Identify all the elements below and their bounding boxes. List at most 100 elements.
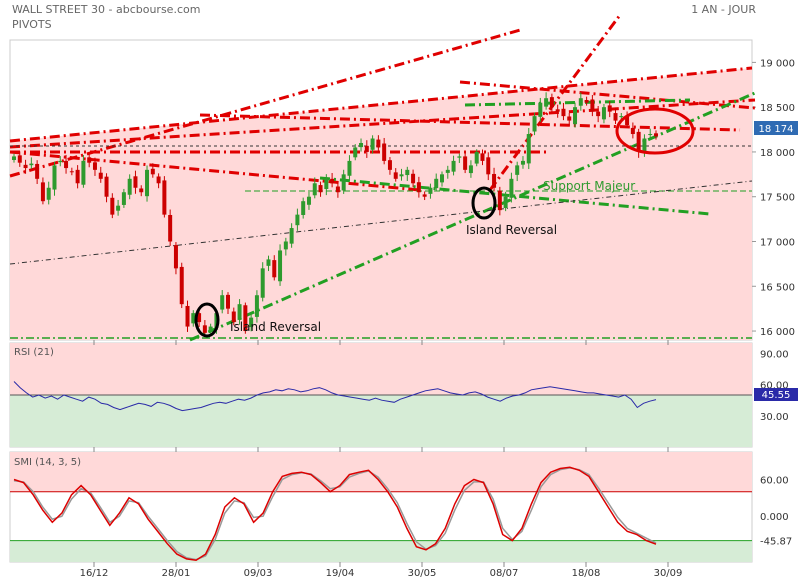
candle [480, 149, 485, 166]
candle [520, 156, 525, 169]
candle [121, 188, 126, 208]
smi-signal-line [13, 467, 657, 561]
candle [445, 165, 450, 179]
price-tick-label: 16 000 [760, 327, 795, 338]
smi-line [13, 466, 657, 561]
highlight-ellipse [615, 107, 695, 155]
candle [179, 262, 184, 309]
pivot-line [459, 80, 756, 110]
candle [283, 237, 288, 256]
candle [272, 255, 277, 281]
candle [555, 104, 560, 118]
candle [208, 323, 213, 336]
candle [301, 197, 306, 219]
pivot-line [464, 98, 691, 107]
candle [370, 135, 375, 154]
candle [567, 113, 572, 127]
candle [52, 161, 57, 196]
candle [312, 177, 317, 199]
candle [607, 100, 612, 118]
candle [359, 138, 364, 152]
candle [318, 181, 323, 197]
pivot-line [488, 14, 622, 191]
candle [75, 165, 80, 189]
smi-tick-label: 0.000 [760, 512, 789, 523]
candle [64, 154, 69, 174]
candle [515, 161, 520, 182]
price-tick-label: 18 500 [760, 103, 795, 114]
candles [12, 92, 658, 336]
chart-subtitle: PIVOTS [12, 18, 52, 31]
candle [440, 171, 444, 187]
candle [538, 97, 543, 122]
island-reversal-circle-1 [194, 302, 220, 338]
candle [486, 152, 491, 181]
candle [237, 299, 242, 325]
candle [544, 92, 549, 110]
price-gridlines [752, 61, 756, 332]
price-axis: 19 000 18 500 18 000 17 500 17 000 16 500 16 0… [760, 58, 795, 338]
annotation-island-reversal-2: Island Reversal [466, 223, 557, 237]
candle [625, 111, 630, 128]
x-tick-label: 18/08 [572, 568, 601, 579]
candle [497, 186, 502, 216]
candle [266, 255, 271, 272]
pivot-line [189, 91, 756, 342]
candle [549, 93, 554, 112]
annotation-island-reversal-1: Island Reversal [230, 320, 321, 334]
candle [463, 152, 468, 174]
candle [98, 166, 103, 183]
smi-zones [10, 452, 752, 562]
candle [127, 174, 132, 200]
candle [353, 144, 358, 161]
price-tick-label: 17 000 [760, 237, 795, 248]
candle [29, 157, 34, 169]
x-tick-label: 19/04 [326, 568, 355, 579]
annotation-support-majeur: Support Majeur [543, 179, 635, 193]
x-axis: 16/12 28/01 09/03 19/04 30/05 08/07 18/08 30/09 [80, 340, 682, 579]
candle [139, 185, 144, 197]
candle [573, 102, 578, 128]
candle [405, 166, 410, 181]
candle [278, 244, 283, 286]
candle [422, 191, 427, 201]
candle [168, 209, 173, 246]
candle [249, 313, 254, 332]
pivot-line [9, 98, 756, 149]
candle [457, 153, 462, 163]
candle [46, 181, 51, 205]
candle [81, 154, 86, 188]
candle [260, 262, 265, 302]
rsi-last-label: 45.55 [762, 390, 791, 401]
rsi-title: RSI (21) [14, 347, 54, 358]
candle [584, 96, 589, 106]
price-tick-label: 18 000 [760, 148, 795, 159]
candle [202, 320, 207, 336]
candle [324, 174, 329, 196]
candle [92, 157, 97, 176]
candle [23, 159, 28, 174]
candle [185, 300, 190, 332]
rsi-zones [10, 343, 752, 447]
candle [35, 160, 40, 184]
candle [69, 167, 74, 176]
candle [162, 176, 167, 218]
candle [243, 302, 248, 334]
candle [393, 168, 398, 182]
candle [596, 106, 601, 123]
candle [87, 153, 92, 168]
candle [601, 103, 606, 124]
smi-lower-zone [10, 540, 752, 562]
rsi-overbought-zone [10, 343, 752, 395]
candle [387, 157, 392, 175]
island-reversal-circle-2 [471, 186, 497, 220]
rsi-line [13, 381, 657, 412]
smi-tick-label: 60.00 [760, 476, 789, 487]
candle [526, 128, 531, 170]
candle [58, 156, 63, 167]
candle [474, 149, 479, 167]
candle [110, 193, 115, 219]
candle [150, 163, 155, 178]
candle [116, 199, 121, 216]
